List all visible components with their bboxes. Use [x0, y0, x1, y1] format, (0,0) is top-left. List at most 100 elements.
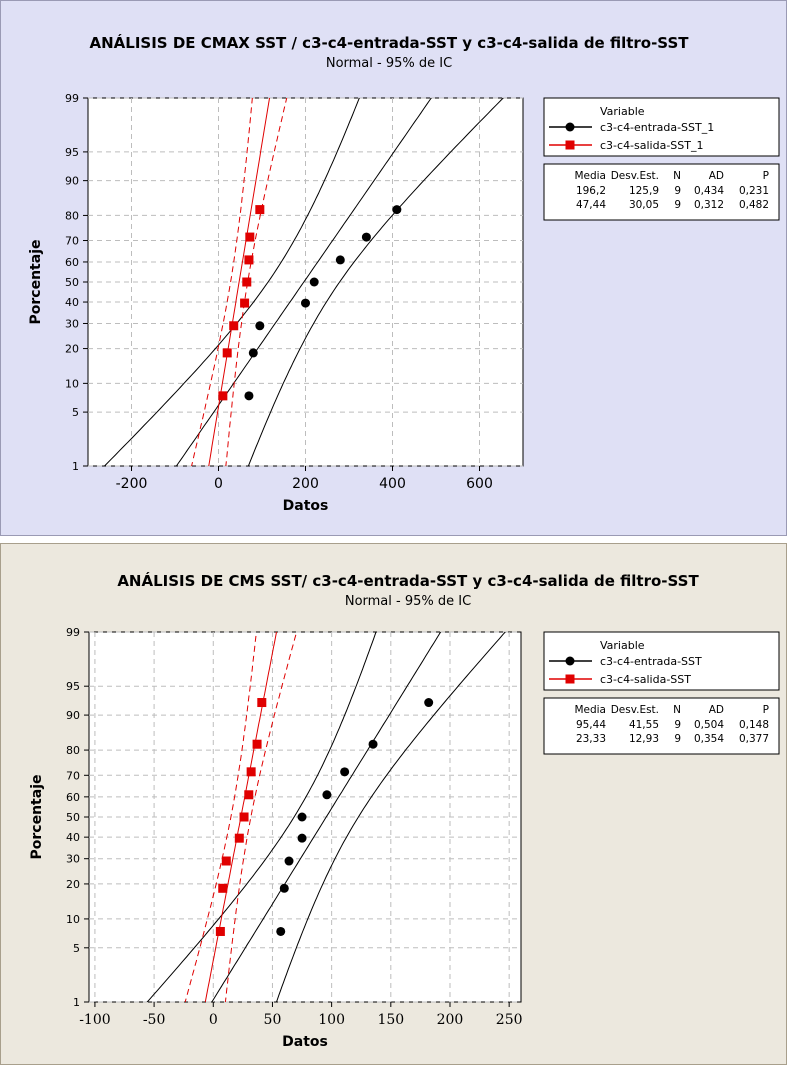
x-tick-label: -200: [116, 476, 148, 492]
y-tick-label: 1: [73, 996, 80, 1009]
y-tick-label: 90: [66, 709, 80, 722]
y-tick-label: 50: [66, 811, 80, 824]
x-tick-label: 0: [209, 1012, 218, 1028]
stats-cell: 196,2: [576, 185, 606, 197]
y-tick-label: 5: [73, 942, 80, 955]
y-tick-label: 99: [66, 626, 80, 639]
y-tick-label: 60: [66, 791, 80, 804]
chart-subtitle: Normal - 95% de IC: [345, 594, 471, 609]
stats-cell: 0,148: [739, 719, 769, 731]
x-axis-label: Datos: [282, 1034, 328, 1050]
legend-marker-0: [565, 122, 575, 132]
stats-cell: 41,55: [629, 719, 659, 731]
probability-plot-cmax: ANÁLISIS DE CMAX SST / c3-c4-entrada-SST…: [28, 33, 780, 514]
x-tick-label: 400: [379, 476, 406, 492]
data-point-1: [215, 926, 225, 936]
stats-cell: 9: [674, 199, 681, 211]
data-point-0: [309, 277, 319, 287]
legend-label-0: c3-c4-entrada-SST_1: [600, 121, 714, 134]
x-tick-label: 250: [496, 1012, 523, 1028]
y-tick-label: 60: [65, 256, 79, 269]
stats-cell: 9: [674, 719, 681, 731]
probability-plot-cms: ANÁLISIS DE CMS SST/ c3-c4-entrada-SST y…: [29, 571, 780, 1050]
y-tick-label: 80: [65, 209, 79, 222]
stats-cell: 0,504: [694, 719, 724, 731]
stats-header: Media: [574, 170, 606, 182]
x-tick-label: -100: [79, 1012, 110, 1028]
plot-lines: [103, 98, 504, 466]
x-tick-label: 100: [318, 1012, 345, 1028]
legend-label-0: c3-c4-entrada-SST: [600, 655, 702, 668]
stats-header: AD: [709, 170, 724, 182]
fit-line-1: [208, 98, 271, 466]
stats-cell: 12,93: [629, 733, 659, 745]
data-point-1: [252, 739, 262, 749]
y-tick-label: 20: [66, 878, 80, 891]
data-point-1: [218, 391, 228, 401]
data-point-0: [361, 232, 371, 242]
data-point-1: [239, 812, 249, 822]
x-tick-label: 0: [214, 476, 223, 492]
chart-subtitle: Normal - 95% de IC: [326, 56, 452, 71]
x-tick-label: 150: [377, 1012, 404, 1028]
data-point-0: [244, 391, 254, 401]
y-tick-label: 30: [66, 853, 80, 866]
data-point-1: [245, 232, 255, 242]
legend-marker-1: [565, 674, 575, 684]
data-point-0: [301, 298, 310, 308]
data-point-1: [244, 790, 254, 800]
y-tick-label: 95: [66, 680, 80, 693]
data-point-0: [368, 739, 378, 749]
chart-title: ANÁLISIS DE CMAX SST / c3-c4-entrada-SST…: [90, 33, 690, 52]
data-point-0: [276, 926, 286, 936]
y-tick-label: 50: [65, 276, 79, 289]
stats-cell: 0,231: [739, 185, 769, 197]
y-tick-label: 90: [65, 175, 79, 188]
stats-cell: 9: [674, 733, 681, 745]
y-tick-label: 80: [66, 744, 80, 757]
data-point-0: [340, 767, 350, 777]
data-point-0: [248, 348, 258, 358]
ci-lower-0: [146, 632, 377, 1002]
x-tick-label: 50: [264, 1012, 282, 1028]
stats-cell: 0,377: [739, 733, 769, 745]
legend-marker-1: [565, 140, 575, 150]
legend-marker-0: [565, 656, 575, 666]
y-tick-label: 10: [65, 377, 79, 390]
data-point-0: [297, 833, 307, 843]
y-tick-label: 95: [65, 146, 79, 159]
stats-cell: 23,33: [576, 733, 606, 745]
data-point-1: [222, 348, 232, 358]
y-tick-label: 10: [66, 913, 80, 926]
x-tick-label: 200: [437, 1012, 464, 1028]
y-tick-label: 70: [66, 769, 80, 782]
fit-line-0: [211, 632, 442, 1002]
data-point-0: [424, 698, 434, 708]
stats-header: N: [673, 704, 681, 716]
legend-label-1: c3-c4-salida-SST: [600, 673, 691, 686]
ci-lower-0: [103, 98, 360, 466]
y-tick-label: 20: [65, 343, 79, 356]
stats-cell: 9: [674, 185, 681, 197]
stats-header: P: [763, 704, 769, 716]
stats-header: Media: [574, 704, 606, 716]
data-point-1: [257, 698, 267, 708]
stats-cell: 0,434: [694, 185, 724, 197]
data-point-1: [218, 883, 228, 893]
data-point-0: [284, 856, 294, 866]
data-point-1: [229, 321, 239, 331]
data-point-1: [234, 833, 244, 843]
data-point-1: [246, 767, 256, 777]
stats-table: [543, 697, 780, 755]
chart-panel-cms: ANÁLISIS DE CMS SST/ c3-c4-entrada-SST y…: [0, 543, 787, 1065]
data-point-0: [322, 790, 332, 800]
ci-upper-1: [225, 98, 288, 466]
y-tick-label: 70: [65, 235, 79, 248]
x-tick-label: -50: [143, 1012, 166, 1028]
data-point-0: [297, 812, 307, 822]
ci-upper-1: [224, 632, 298, 1002]
chart-panel-cmax: ANÁLISIS DE CMAX SST / c3-c4-entrada-SST…: [0, 0, 787, 536]
x-tick-label: 200: [292, 476, 319, 492]
chart-title: ANÁLISIS DE CMS SST/ c3-c4-entrada-SST y…: [117, 571, 699, 590]
stats-cell: 0,482: [739, 199, 769, 211]
